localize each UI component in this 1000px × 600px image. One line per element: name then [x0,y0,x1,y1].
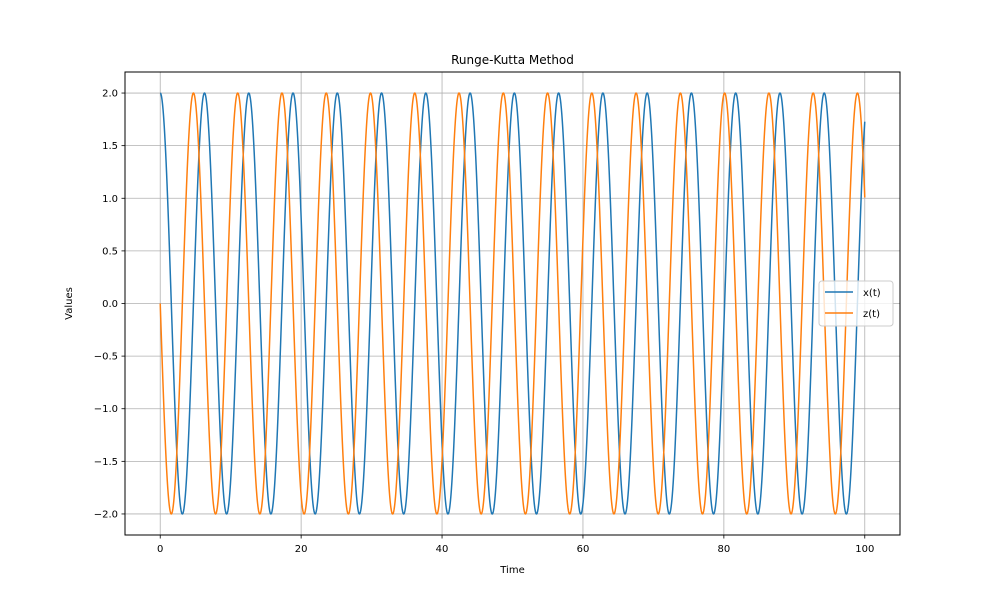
x-tick-label: 20 [295,544,308,555]
y-tick-label: 0.5 [102,246,118,257]
y-tick-label: 2.0 [102,89,118,100]
x-tick-label: 40 [436,544,449,555]
legend-label-0: x(t) [863,288,881,299]
y-axis-title: Values [64,287,75,320]
y-tick-label: −1.0 [94,404,118,415]
y-tick-label: 0.0 [102,299,118,310]
series-layer [159,92,866,515]
legend-box [818,280,894,327]
y-tick-label: −1.5 [94,457,118,468]
x-tick-label: 60 [577,544,590,555]
y-tick-label: −0.5 [94,352,118,363]
series-line-1 [159,92,866,515]
legend: x(t) z(t) [818,280,894,327]
x-tick-label: 0 [157,544,163,555]
series-line-0 [159,92,866,515]
x-tick-label: 100 [855,544,874,555]
legend-label-1: z(t) [863,309,880,320]
y-tick-label: 1.0 [102,194,118,205]
x-tick-label: 80 [717,544,730,555]
y-tick-label: −2.0 [94,509,118,520]
tick-layer: 0 20 40 60 80 100 −2.0 −1.5 −1.0 −0.5 0.0 0.5 1.0 1.5… [94,89,875,555]
chart-title: Runge-Kutta Method [451,53,574,67]
y-tick-label: 1.5 [102,141,118,152]
x-axis-title: Time [499,565,524,576]
